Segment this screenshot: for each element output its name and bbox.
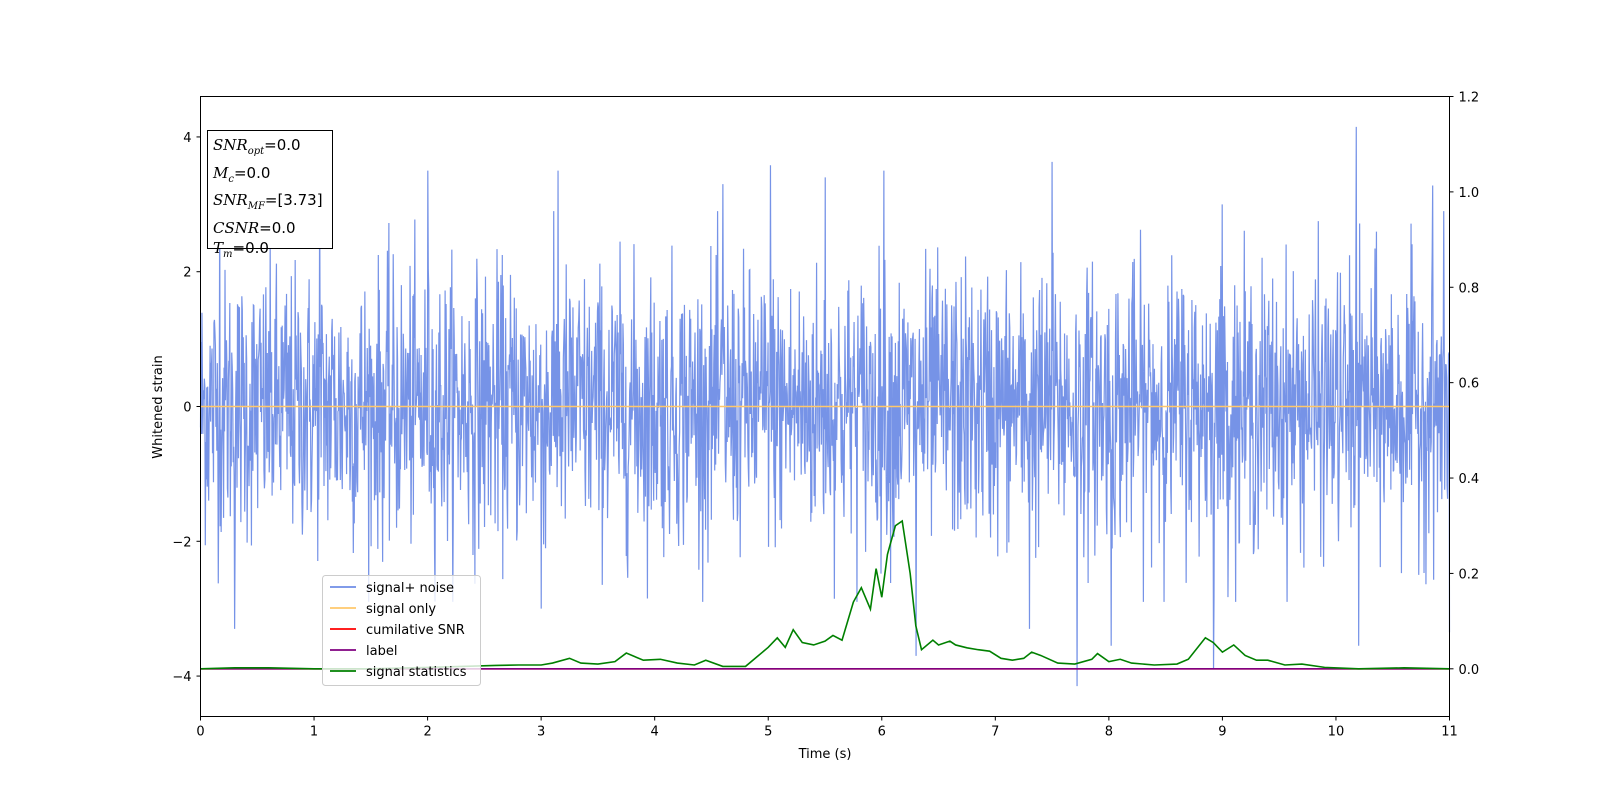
y2-tick-label: 0.6 [1459,377,1480,392]
x-tick-label: 11 [1441,725,1458,740]
y-axis-right: 1.2 1.0 0.8 0.6 0.4 0.2 0.0 [1449,91,1480,678]
y2-tick-label: 1.2 [1459,91,1480,106]
y-tick-label: 0 [183,401,191,416]
x-tick-label: 0 [196,725,204,740]
y2-tick-label: 0.4 [1459,472,1480,487]
y-tick-label: −4 [172,670,191,685]
x-tick-label: 7 [991,725,999,740]
annotation-snr-opt: SNRopt=0.0 [213,136,301,157]
x-axis-label: Time (s) [798,747,852,762]
legend-label: signal only [366,602,436,617]
annotation-box: SNRopt=0.0 Mc=0.0 SNRMF=[3.73] CSNR=0.0 … [207,130,333,260]
x-tick-label: 10 [1328,725,1345,740]
signal-statistics-line [200,519,1450,670]
x-tick-label: 9 [1218,725,1226,740]
y-tick-label: 2 [183,266,191,281]
y2-tick-label: 1.0 [1459,186,1480,201]
y2-tick-label: 0.0 [1459,663,1480,678]
x-tick-label: 5 [764,725,772,740]
y-tick-label: −2 [172,535,191,550]
legend-label: signal+ noise [366,581,454,596]
legend-label: label [366,644,397,659]
y-axis-left: 4 2 0 −2 −4 [172,131,201,685]
x-tick-label: 3 [537,725,545,740]
annotation-snr-mf: SNRMF=[3.73] [213,191,323,212]
legend-box [322,575,481,686]
signal-noise-trace [199,126,1451,687]
annotation-mc: Mc=0.0 [213,163,271,185]
y-tick-label: 4 [183,131,191,146]
y-axis-label: Whitened strain [151,355,166,458]
x-tick-label: 1 [310,725,318,740]
y2-tick-label: 0.2 [1459,567,1480,582]
legend: signal+ noise signal only cumilative SNR la… [322,575,481,686]
legend-label: cumilative SNR [366,623,465,638]
x-axis: 0 1 2 3 4 5 6 7 8 9 10 11 [196,716,1458,740]
x-tick-label: 4 [651,725,659,740]
legend-label: signal statistics [366,665,467,680]
x-tick-label: 8 [1105,725,1113,740]
signal-noise-line [199,126,1451,687]
x-tick-label: 6 [878,725,886,740]
annotation-csnr: CSNR=0.0 [213,218,296,237]
y2-tick-label: 0.8 [1459,281,1480,296]
x-tick-label: 2 [423,725,431,740]
annotation-tm: Tm=0.0 [213,239,269,260]
